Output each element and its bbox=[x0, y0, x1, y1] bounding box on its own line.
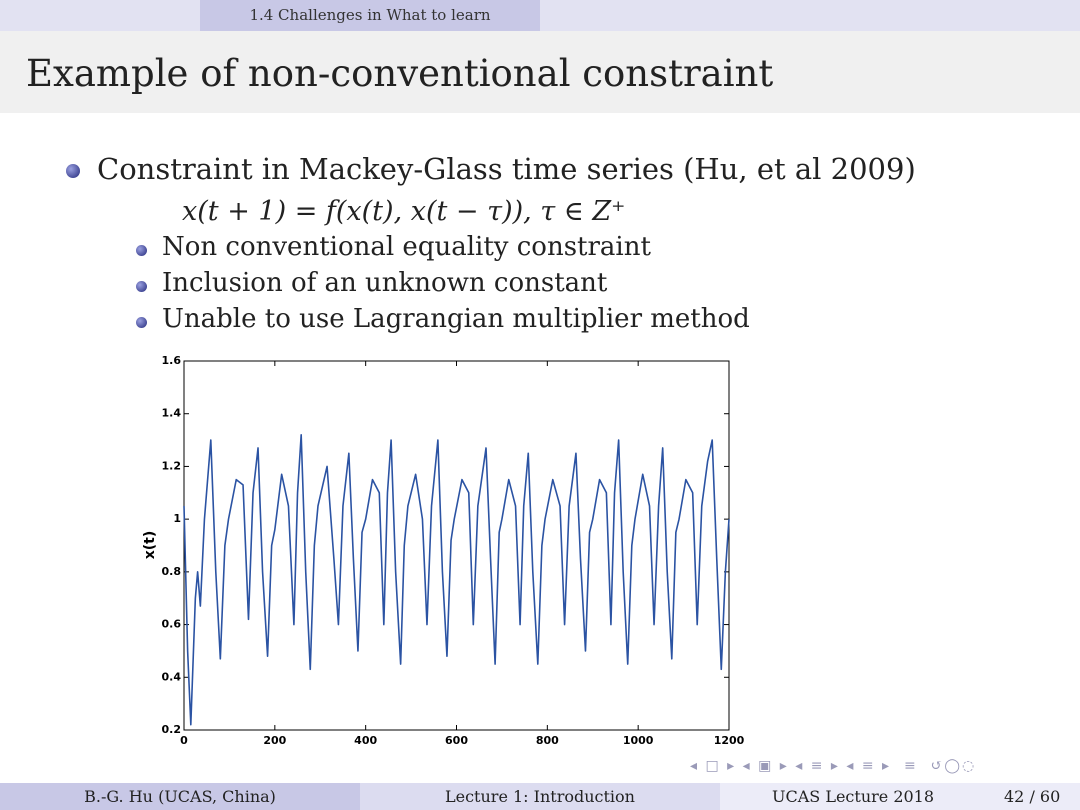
x-tick-label: 400 bbox=[354, 734, 377, 747]
y-tick-label: 1.4 bbox=[162, 407, 182, 420]
y-tick-label: 1.2 bbox=[162, 459, 182, 472]
y-tick-label: 0.4 bbox=[162, 670, 182, 683]
y-tick-label: 0.2 bbox=[162, 723, 182, 736]
bullet-dot bbox=[66, 164, 80, 178]
sub-bullet-dot bbox=[136, 317, 147, 328]
plot-frame bbox=[183, 360, 730, 731]
sub-bullet-dot bbox=[136, 281, 147, 292]
header-section: 1.4 Challenges in What to learn bbox=[249, 6, 491, 24]
y-tick-label: 0.8 bbox=[162, 565, 182, 578]
footer-middle bbox=[360, 783, 720, 810]
title-band bbox=[0, 31, 1080, 113]
x-tick-label: 800 bbox=[536, 734, 559, 747]
equation: x(t + 1) = f(x(t), x(t − τ)), τ ∈ Z⁺ bbox=[182, 196, 626, 227]
y-tick-label: 0.6 bbox=[162, 618, 182, 631]
nav-symbols[interactable]: ◂ □ ▸ ◂ ▣ ▸ ◂ ≡ ▸ ◂ ≡ ▸ ≡ ↺◯◌ bbox=[690, 758, 977, 774]
footer-author: B.-G. Hu (UCAS, China) bbox=[84, 787, 276, 806]
sub-bullet-text: Inclusion of an unknown constant bbox=[162, 268, 608, 298]
x-tick-label: 1200 bbox=[714, 734, 745, 747]
y-tick-label: 1.6 bbox=[162, 354, 182, 367]
sub-bullet-dot bbox=[136, 245, 147, 256]
sub-bullet-text: Non conventional equality constraint bbox=[162, 232, 651, 262]
x-tick-label: 600 bbox=[445, 734, 468, 747]
y-axis-label: x(t) bbox=[142, 531, 158, 560]
x-tick-label: 0 bbox=[180, 734, 188, 747]
series-line bbox=[183, 434, 730, 726]
footer-left bbox=[0, 783, 360, 810]
y-tick-label: 1 bbox=[173, 512, 181, 525]
x-tick-label: 1000 bbox=[623, 734, 654, 747]
footer-right bbox=[720, 783, 1080, 810]
header-section-block bbox=[200, 0, 540, 31]
sub-bullet-text: Unable to use Lagrangian multiplier meth… bbox=[162, 304, 750, 334]
footer-lecture: Lecture 1: Introduction bbox=[445, 787, 635, 806]
slide-title: Example of non-conventional constraint bbox=[26, 52, 774, 95]
x-tick-label: 200 bbox=[263, 734, 286, 747]
bullet-text: Constraint in Mackey-Glass time series (… bbox=[97, 152, 916, 186]
footer-page: 42 / 60 bbox=[1004, 787, 1061, 806]
header-bar bbox=[0, 0, 1080, 31]
footer-venue: UCAS Lecture 2018 bbox=[772, 787, 935, 806]
